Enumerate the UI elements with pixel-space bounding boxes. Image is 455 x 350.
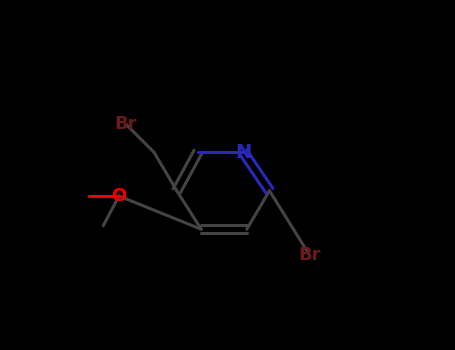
Text: Br: Br [298, 246, 321, 265]
Text: Br: Br [115, 115, 137, 133]
Text: O: O [111, 187, 126, 205]
Text: N: N [235, 143, 251, 162]
